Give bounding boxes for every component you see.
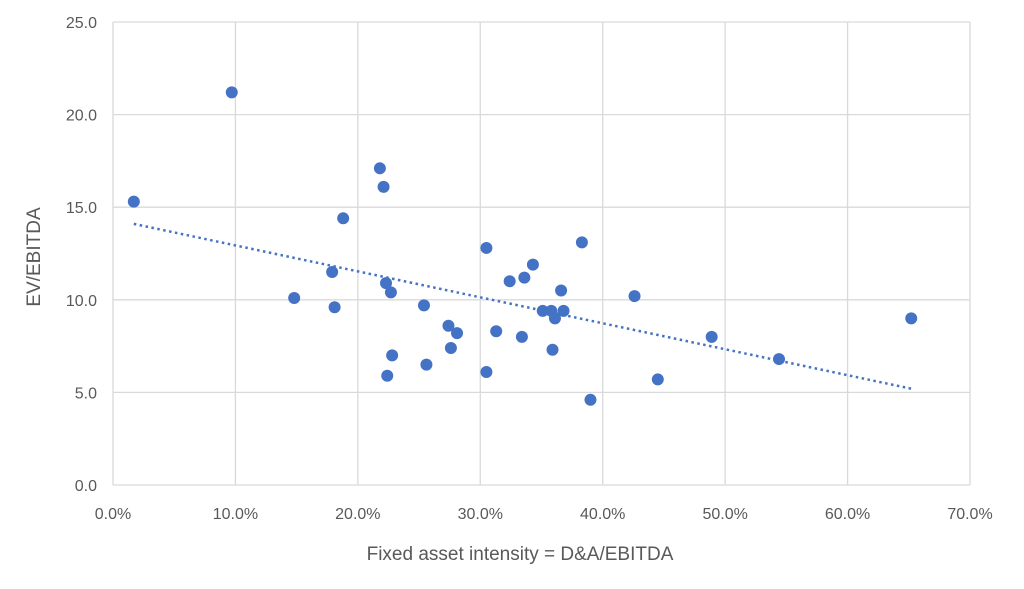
x-tick-label: 20.0% (335, 506, 380, 523)
data-point (480, 366, 493, 379)
data-point (420, 358, 433, 371)
x-axis-tick-labels: 0.0% 10.0% 20.0% 30.0% 40.0% 50.0% 60.0% 70.0% (95, 506, 993, 523)
data-point (480, 241, 493, 254)
data-point (373, 162, 386, 175)
trendline-line (133, 222, 912, 390)
data-point (555, 284, 568, 297)
data-point (548, 312, 561, 325)
x-tick-label: 70.0% (947, 506, 992, 523)
data-point (386, 349, 399, 362)
data-point (546, 343, 559, 356)
y-tick-label: 5.0 (75, 385, 97, 402)
x-tick-label: 30.0% (458, 506, 503, 523)
data-point (288, 291, 301, 304)
x-tick-label: 10.0% (213, 506, 258, 523)
data-point (905, 312, 918, 325)
y-tick-label: 15.0 (66, 200, 97, 217)
data-point (328, 301, 341, 314)
data-point (384, 286, 397, 299)
y-axis-tick-labels: 0.0 5.0 10.0 15.0 20.0 25.0 (66, 15, 97, 495)
data-point (773, 353, 786, 366)
data-point (503, 275, 516, 288)
x-tick-label: 60.0% (825, 506, 870, 523)
data-points (127, 86, 918, 406)
data-point (557, 304, 570, 317)
data-point (451, 327, 464, 340)
data-point (536, 304, 549, 317)
gridlines (112, 21, 971, 486)
x-tick-label: 0.0% (95, 506, 131, 523)
x-tick-label: 40.0% (580, 506, 625, 523)
trendline (133, 222, 912, 390)
data-point (380, 277, 393, 290)
y-tick-label: 10.0 (66, 293, 97, 310)
data-point (584, 393, 597, 406)
y-tick-label: 0.0 (75, 478, 97, 495)
x-axis-title: Fixed asset intensity = D&A/EBITDA (367, 544, 674, 565)
data-point (444, 341, 457, 354)
data-point (337, 212, 350, 225)
data-point (490, 325, 503, 338)
data-point (526, 258, 539, 271)
x-tick-label: 50.0% (702, 506, 747, 523)
data-point (515, 330, 528, 343)
data-point (326, 266, 339, 279)
data-point (442, 319, 455, 332)
data-point (381, 369, 394, 382)
data-point (127, 195, 140, 208)
data-point (417, 299, 430, 312)
data-point (651, 373, 664, 386)
y-tick-label: 20.0 (66, 108, 97, 125)
data-point (628, 290, 641, 303)
data-point (377, 180, 390, 193)
data-point (225, 86, 238, 99)
y-axis-title: EV/EBITDA (24, 207, 45, 307)
y-tick-label: 25.0 (66, 15, 97, 32)
data-point (705, 330, 718, 343)
data-point (575, 236, 588, 249)
data-point (518, 271, 531, 284)
